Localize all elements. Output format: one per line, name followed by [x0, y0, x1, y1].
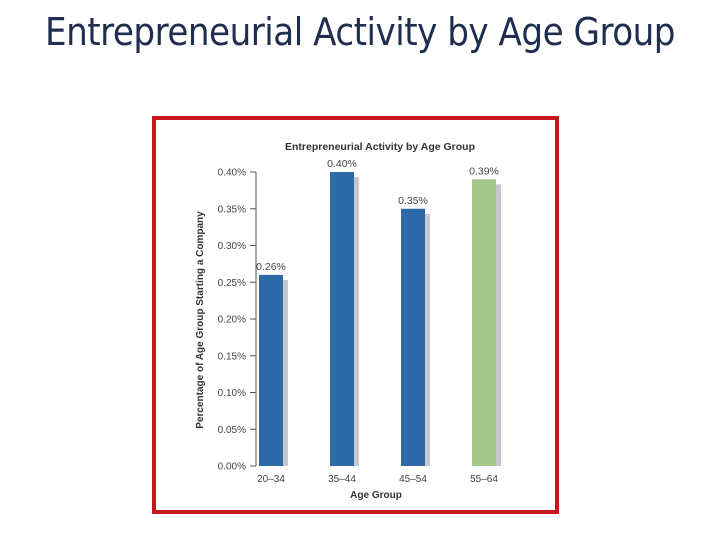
bar-1: [330, 172, 354, 466]
bar-3: [472, 179, 496, 466]
slide-title: Entrepreneurial Activity by Age Group: [45, 10, 676, 54]
x-axis-label: Age Group: [350, 490, 402, 501]
bar-data-label: 0.39%: [469, 165, 499, 177]
y-tick-label: 0.10%: [218, 388, 246, 399]
y-tick-label: 0.35%: [218, 204, 246, 215]
bar-data-label: 0.40%: [327, 158, 357, 170]
bar-2: [401, 208, 425, 466]
y-tick-label: 0.40%: [218, 168, 246, 179]
y-axis-label: Percentage of Age Group Starting a Compa…: [195, 211, 206, 429]
bar-data-label: 0.35%: [398, 195, 428, 207]
x-category-label: 55–64: [470, 474, 498, 485]
y-tick-label: 0.20%: [218, 315, 246, 326]
y-tick-label: 0.00%: [218, 462, 246, 473]
bar-0: [259, 274, 283, 466]
y-tick-label: 0.25%: [218, 278, 246, 289]
x-category-label: 35–44: [328, 474, 356, 485]
y-tick-label: 0.05%: [218, 425, 246, 436]
chart-title: Entrepreneurial Activity by Age Group: [285, 141, 475, 153]
x-category-label: 45–54: [399, 474, 427, 485]
x-category-label: 20–34: [257, 474, 285, 485]
y-tick-label: 0.15%: [218, 351, 246, 362]
bar-data-label: 0.26%: [256, 261, 286, 273]
y-tick-label: 0.30%: [218, 241, 246, 252]
